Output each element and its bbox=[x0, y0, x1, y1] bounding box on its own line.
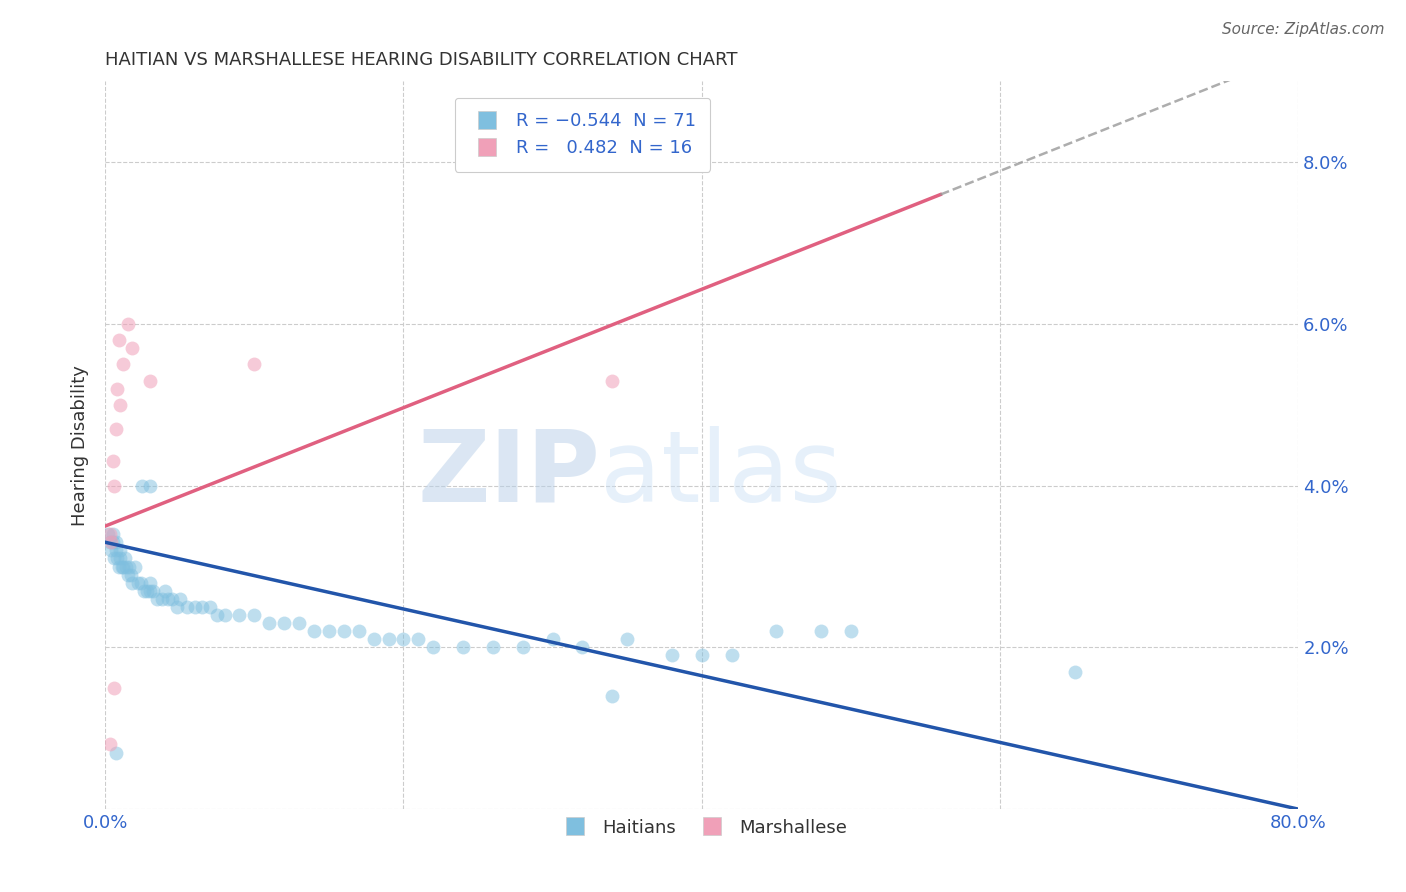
Point bbox=[408, 632, 430, 647]
Point bbox=[107, 559, 129, 574]
Point bbox=[108, 398, 131, 412]
Point bbox=[571, 640, 593, 655]
Point bbox=[302, 624, 325, 639]
Point bbox=[541, 632, 564, 647]
Point bbox=[333, 624, 356, 639]
Point bbox=[100, 543, 122, 558]
Legend: Haitians, Marshallese: Haitians, Marshallese bbox=[550, 812, 853, 844]
Point bbox=[214, 608, 236, 623]
Point bbox=[103, 681, 125, 695]
Point bbox=[104, 422, 127, 436]
Point bbox=[146, 591, 169, 606]
Point bbox=[451, 640, 474, 655]
Y-axis label: Hearing Disability: Hearing Disability bbox=[72, 365, 89, 525]
Point bbox=[110, 559, 132, 574]
Point bbox=[259, 616, 281, 631]
Point bbox=[108, 543, 131, 558]
Point bbox=[243, 357, 266, 371]
Point bbox=[166, 599, 188, 614]
Point bbox=[120, 567, 142, 582]
Point bbox=[810, 624, 832, 639]
Point bbox=[98, 738, 121, 752]
Point bbox=[127, 575, 149, 590]
Point bbox=[105, 551, 128, 566]
Point bbox=[288, 616, 311, 631]
Point bbox=[118, 559, 141, 574]
Point bbox=[156, 591, 179, 606]
Point bbox=[103, 478, 125, 492]
Point bbox=[273, 616, 295, 631]
Point bbox=[153, 583, 176, 598]
Point bbox=[131, 478, 153, 492]
Point bbox=[108, 551, 131, 566]
Point bbox=[129, 575, 152, 590]
Point bbox=[112, 559, 135, 574]
Point bbox=[139, 478, 162, 492]
Point bbox=[139, 583, 162, 598]
Text: atlas: atlas bbox=[600, 425, 842, 523]
Point bbox=[205, 608, 228, 623]
Point bbox=[512, 640, 534, 655]
Point bbox=[97, 527, 120, 541]
Point bbox=[98, 527, 121, 541]
Point bbox=[121, 575, 143, 590]
Point bbox=[124, 559, 146, 574]
Point bbox=[100, 535, 122, 549]
Point bbox=[112, 357, 135, 371]
Point bbox=[392, 632, 415, 647]
Point bbox=[198, 599, 221, 614]
Point bbox=[107, 333, 129, 347]
Point bbox=[243, 608, 266, 623]
Point bbox=[101, 527, 124, 541]
Point bbox=[482, 640, 505, 655]
Point bbox=[103, 551, 125, 566]
Point bbox=[104, 746, 127, 760]
Point bbox=[600, 689, 623, 703]
Point bbox=[318, 624, 340, 639]
Point bbox=[765, 624, 787, 639]
Point bbox=[114, 551, 136, 566]
Point bbox=[600, 374, 623, 388]
Text: ZIP: ZIP bbox=[418, 425, 600, 523]
Point bbox=[98, 535, 121, 549]
Point bbox=[228, 608, 250, 623]
Point bbox=[422, 640, 444, 655]
Point bbox=[347, 624, 370, 639]
Point bbox=[104, 535, 127, 549]
Point bbox=[150, 591, 173, 606]
Point bbox=[839, 624, 862, 639]
Point bbox=[136, 583, 159, 598]
Point bbox=[101, 454, 124, 468]
Point bbox=[176, 599, 198, 614]
Text: Source: ZipAtlas.com: Source: ZipAtlas.com bbox=[1222, 22, 1385, 37]
Point bbox=[105, 382, 128, 396]
Point bbox=[139, 374, 162, 388]
Point bbox=[104, 543, 127, 558]
Point bbox=[162, 591, 184, 606]
Point bbox=[117, 567, 139, 582]
Point bbox=[132, 583, 155, 598]
Point bbox=[115, 559, 138, 574]
Point bbox=[377, 632, 399, 647]
Point bbox=[121, 341, 143, 355]
Point bbox=[191, 599, 214, 614]
Point bbox=[101, 535, 124, 549]
Point bbox=[720, 648, 742, 663]
Point bbox=[616, 632, 638, 647]
Text: HAITIAN VS MARSHALLESE HEARING DISABILITY CORRELATION CHART: HAITIAN VS MARSHALLESE HEARING DISABILIT… bbox=[105, 51, 738, 69]
Point bbox=[117, 317, 139, 331]
Point bbox=[142, 583, 165, 598]
Point bbox=[690, 648, 713, 663]
Point bbox=[363, 632, 385, 647]
Point bbox=[139, 575, 162, 590]
Point bbox=[661, 648, 683, 663]
Point bbox=[183, 599, 205, 614]
Point bbox=[169, 591, 191, 606]
Point bbox=[1063, 665, 1085, 679]
